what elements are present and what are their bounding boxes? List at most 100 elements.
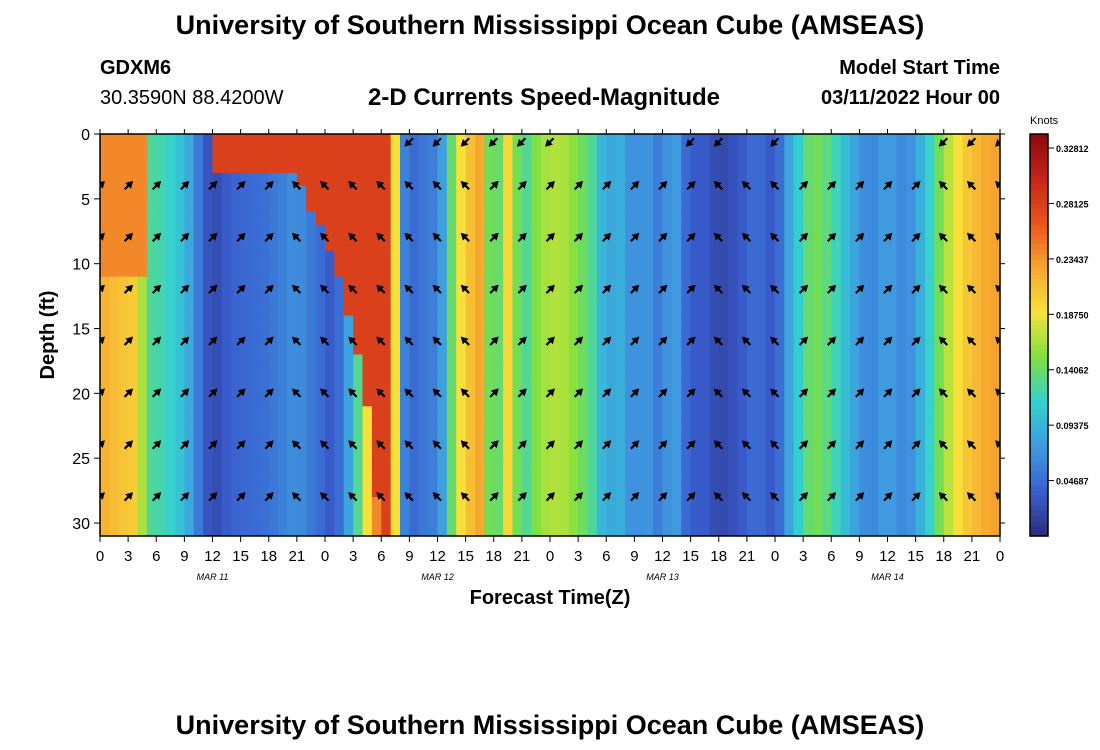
heatmap-cell <box>606 289 617 304</box>
heatmap-cell <box>615 341 626 356</box>
heatmap-cell <box>793 471 804 485</box>
heatmap-cell <box>765 393 776 407</box>
heatmap-cell <box>718 354 729 369</box>
heatmap-cell <box>634 484 645 498</box>
heatmap-cell <box>765 419 776 433</box>
heatmap-cell <box>109 224 120 239</box>
heatmap-cell <box>437 224 448 239</box>
heatmap-cell <box>578 497 589 511</box>
heatmap-cell <box>868 419 879 433</box>
heatmap-cell <box>990 367 1000 381</box>
heatmap-cell <box>325 276 335 291</box>
heatmap-cell <box>981 367 992 381</box>
heatmap-cell <box>512 185 523 200</box>
heatmap-cell <box>156 237 167 252</box>
heatmap-cell <box>821 393 832 407</box>
heatmap-cell <box>334 341 345 356</box>
heatmap-cell <box>981 380 992 394</box>
heatmap-cell <box>840 134 851 148</box>
heatmap-cell <box>821 484 832 498</box>
heatmap-cell <box>221 458 232 472</box>
heatmap-cell <box>231 432 242 446</box>
heatmap-cell <box>718 458 729 472</box>
current-arrow <box>320 492 330 502</box>
heatmap-cell <box>746 471 757 485</box>
heatmap-cell <box>587 224 598 239</box>
heatmap-cell <box>343 276 354 291</box>
heatmap-cell <box>175 341 185 356</box>
heatmap-cell <box>343 250 354 265</box>
heatmap-cell <box>821 172 832 187</box>
current-arrow <box>123 440 134 450</box>
heatmap-cell <box>128 341 139 356</box>
heatmap-cell <box>990 406 1000 420</box>
heatmap-cell <box>578 159 589 174</box>
heatmap-cell <box>775 134 785 148</box>
heatmap-cell <box>465 237 476 252</box>
heatmap-cell <box>671 302 682 317</box>
heatmap-cell <box>868 237 879 252</box>
heatmap-cell <box>353 198 364 213</box>
heatmap-cell <box>756 341 767 356</box>
heatmap-cell <box>906 367 917 381</box>
heatmap-cell <box>671 445 682 459</box>
heatmap-cell <box>953 185 964 200</box>
current-arrow <box>264 284 274 294</box>
current-arrow <box>798 284 809 294</box>
heatmap-cell <box>353 367 364 381</box>
heatmap-cell <box>446 328 457 343</box>
current-arrow <box>798 180 809 191</box>
heatmap-cell <box>821 211 832 226</box>
heatmap-cell <box>981 224 992 239</box>
heatmap-cell <box>456 315 467 330</box>
heatmap-cell <box>165 380 176 394</box>
heatmap-cell <box>493 276 504 291</box>
heatmap-cell <box>165 237 176 252</box>
heatmap-cell <box>953 237 964 252</box>
heatmap-cell <box>456 367 467 381</box>
heatmap-cell <box>990 146 1000 161</box>
heatmap-cell <box>221 419 232 433</box>
heatmap-cell <box>671 393 682 407</box>
heatmap-cell <box>484 302 495 317</box>
heatmap-cell <box>278 172 289 187</box>
heatmap-cell <box>221 328 232 343</box>
heatmap-cell <box>259 380 270 394</box>
heatmap-cell <box>821 341 832 356</box>
colorbar-segment <box>1030 335 1048 341</box>
current-arrow <box>686 232 696 243</box>
heatmap-cell <box>156 134 167 148</box>
heatmap-cell <box>578 315 589 330</box>
colorbar: 0.328120.281250.234370.187500.140620.093… <box>1029 133 1089 537</box>
current-arrow <box>460 284 470 294</box>
heatmap-cell <box>906 393 917 407</box>
heatmap-cell <box>578 146 589 161</box>
heatmap-cell <box>850 341 860 356</box>
heatmap-cell <box>812 276 823 291</box>
heatmap-cell <box>493 315 504 330</box>
heatmap-cell <box>475 445 485 459</box>
heatmap-cell <box>690 510 701 524</box>
heatmap-cell <box>203 289 214 304</box>
heatmap-cell <box>484 354 495 369</box>
heatmap-cell <box>700 224 710 239</box>
heatmap-cell <box>803 471 814 485</box>
heatmap-cell <box>728 315 739 330</box>
heatmap-cell <box>550 419 560 433</box>
station-coordinates: 30.3590N 88.4200W <box>100 87 284 109</box>
heatmap-cell <box>709 211 720 226</box>
x-tick-label: 3 <box>349 548 357 565</box>
heatmap-cell <box>643 471 654 485</box>
heatmap-cell <box>737 198 748 213</box>
heatmap-cell <box>465 341 476 356</box>
heatmap-cell <box>859 289 870 304</box>
heatmap-cell <box>146 341 157 356</box>
heatmap-cell <box>625 328 635 343</box>
current-arrow <box>798 492 809 502</box>
heatmap-cell <box>690 185 701 200</box>
heatmap-cell <box>550 523 560 536</box>
heatmap-cell <box>550 458 560 472</box>
x-tick-label: 0 <box>771 548 779 565</box>
heatmap-cell <box>662 510 673 524</box>
current-arrow <box>488 137 499 147</box>
